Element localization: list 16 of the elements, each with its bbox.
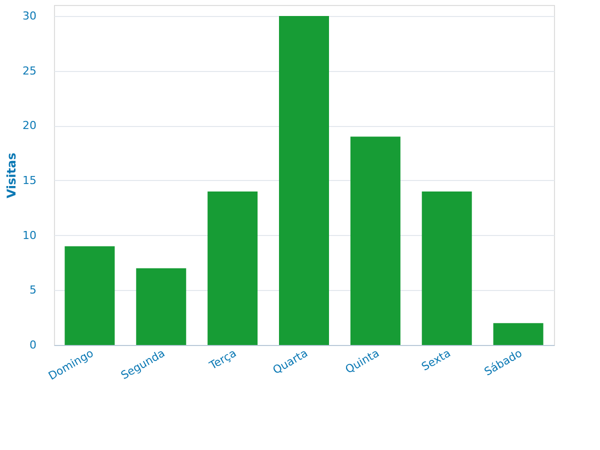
bar bbox=[208, 191, 258, 345]
bar bbox=[350, 136, 400, 345]
y-tick-label: 10 bbox=[22, 228, 36, 242]
bar bbox=[493, 323, 544, 345]
bar bbox=[64, 246, 115, 345]
y-tick-label: 15 bbox=[22, 174, 36, 187]
bar bbox=[136, 268, 186, 345]
y-tick-label: 30 bbox=[22, 9, 36, 22]
x-tick-label: Terça bbox=[206, 346, 239, 373]
y-axis-title: Visitas bbox=[4, 152, 19, 198]
bar bbox=[279, 16, 329, 345]
y-tick-label: 25 bbox=[22, 64, 36, 78]
bar bbox=[422, 191, 472, 345]
y-tick-label: 20 bbox=[22, 119, 36, 132]
y-tick-label: 0 bbox=[30, 338, 36, 352]
y-tick-label: 5 bbox=[30, 284, 36, 297]
